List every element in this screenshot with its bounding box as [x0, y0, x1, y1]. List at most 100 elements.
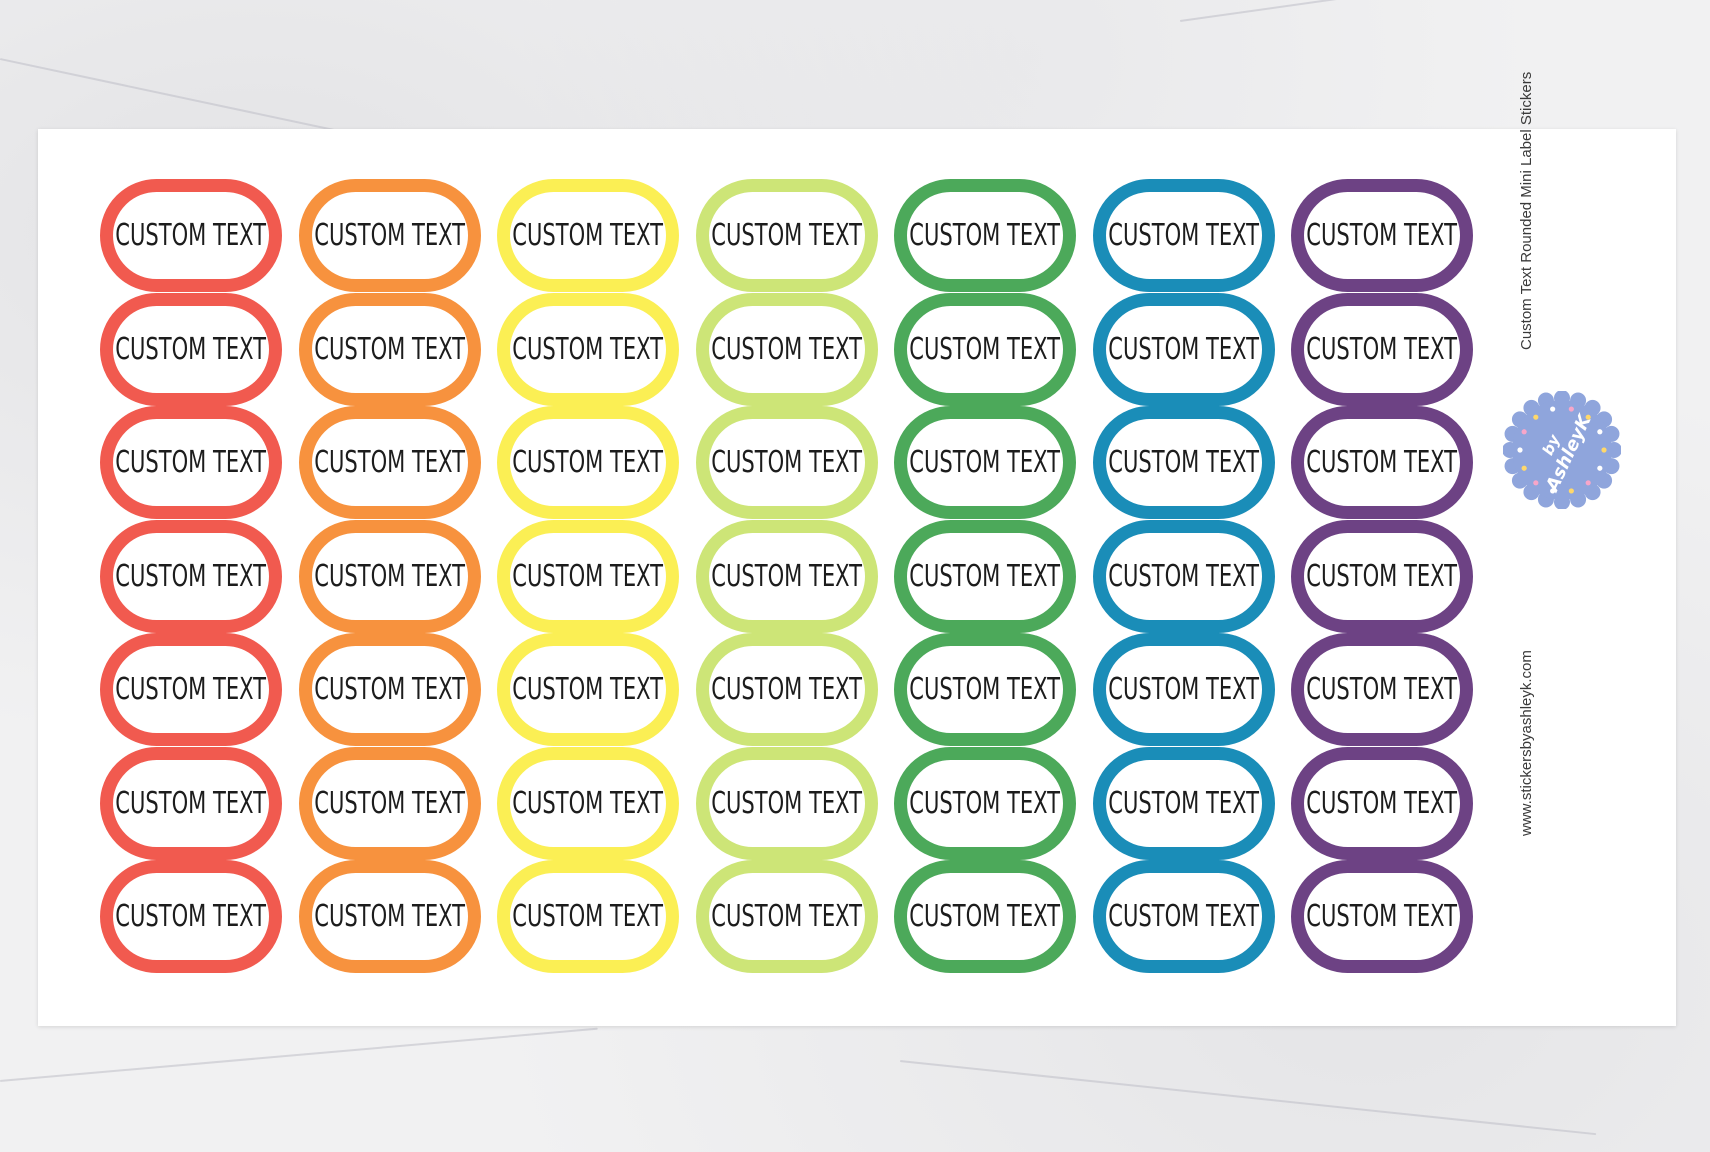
label-sticker: CUSTOM TEXT — [100, 406, 282, 519]
sticker-text: CUSTOM TEXT — [711, 899, 862, 934]
sticker-text: CUSTOM TEXT — [711, 331, 862, 367]
label-sticker: CUSTOM TEXT — [894, 519, 1076, 633]
label-sticker: CUSTOM TEXT — [1291, 406, 1473, 519]
label-sticker: CUSTOM TEXT — [1092, 746, 1275, 860]
label-sticker: CUSTOM TEXT — [894, 406, 1076, 519]
sticker-text: CUSTOM TEXT — [711, 558, 862, 594]
label-sticker: CUSTOM TEXT — [100, 633, 282, 746]
label-sticker: CUSTOM TEXT — [695, 633, 878, 746]
sticker-text: CUSTOM TEXT — [1108, 899, 1259, 934]
sticker-text: CUSTOM TEXT — [512, 558, 664, 594]
label-sticker: CUSTOM TEXT — [1291, 746, 1473, 860]
label-sticker: CUSTOM TEXT — [497, 406, 679, 519]
label-sticker: CUSTOM TEXT — [1092, 519, 1275, 633]
sticker-text: CUSTOM TEXT — [1108, 558, 1259, 594]
label-sticker: CUSTOM TEXT — [298, 633, 481, 746]
sticker-text: CUSTOM TEXT — [314, 331, 465, 367]
label-sticker: CUSTOM TEXT — [100, 746, 282, 860]
sticker-text: CUSTOM TEXT — [115, 785, 267, 821]
sticker-text: CUSTOM TEXT — [115, 558, 267, 594]
sticker-text: CUSTOM TEXT — [314, 218, 465, 253]
label-sticker: CUSTOM TEXT — [695, 860, 878, 973]
sticker-text: CUSTOM TEXT — [115, 445, 267, 480]
label-sticker: CUSTOM TEXT — [100, 292, 282, 406]
sticker-text: CUSTOM TEXT — [1108, 672, 1259, 707]
label-sticker: CUSTOM TEXT — [298, 406, 481, 519]
sticker-text: CUSTOM TEXT — [1108, 218, 1259, 253]
sticker-text: CUSTOM TEXT — [909, 672, 1061, 707]
sticker-text: CUSTOM TEXT — [1306, 558, 1458, 594]
sticker-text: CUSTOM TEXT — [1108, 785, 1259, 821]
sticker-text: CUSTOM TEXT — [909, 558, 1061, 594]
label-sticker: CUSTOM TEXT — [1092, 633, 1275, 746]
sticker-text: CUSTOM TEXT — [1306, 445, 1458, 480]
sticker-text: CUSTOM TEXT — [512, 672, 664, 707]
label-sticker: CUSTOM TEXT — [100, 519, 282, 633]
sticker-text: CUSTOM TEXT — [314, 672, 465, 707]
sticker-text: CUSTOM TEXT — [909, 331, 1061, 367]
sticker-text: CUSTOM TEXT — [314, 899, 465, 934]
label-sticker: CUSTOM TEXT — [894, 633, 1076, 746]
label-sticker: CUSTOM TEXT — [1291, 179, 1473, 292]
sheet-title: Custom Text Rounded Mini Label Stickers — [1518, 71, 1535, 350]
sticker-text: CUSTOM TEXT — [1306, 899, 1458, 934]
sticker-text: CUSTOM TEXT — [115, 899, 267, 934]
marble-vein — [899, 1060, 1597, 1136]
label-sticker: CUSTOM TEXT — [298, 519, 481, 633]
sticker-text: CUSTOM TEXT — [909, 218, 1061, 253]
label-sticker: CUSTOM TEXT — [298, 746, 481, 860]
label-sticker: CUSTOM TEXT — [497, 633, 679, 746]
label-sticker: CUSTOM TEXT — [894, 292, 1076, 406]
sticker-text: CUSTOM TEXT — [1306, 218, 1458, 253]
sticker-grid: CUSTOM TEXT CUSTOM TEXT CUSTOM TEXT CUSTOM … — [100, 179, 1473, 974]
sticker-text: CUSTOM TEXT — [711, 785, 862, 821]
marble-vein — [0, 1027, 598, 1082]
label-sticker: CUSTOM TEXT — [695, 519, 878, 633]
label-sticker: CUSTOM TEXT — [1291, 860, 1473, 973]
label-sticker: CUSTOM TEXT — [497, 746, 679, 860]
label-sticker: CUSTOM TEXT — [695, 746, 878, 860]
label-sticker: CUSTOM TEXT — [894, 179, 1076, 292]
label-sticker: CUSTOM TEXT — [1092, 406, 1275, 519]
label-sticker: CUSTOM TEXT — [298, 860, 481, 973]
label-sticker: CUSTOM TEXT — [497, 292, 679, 406]
label-sticker: CUSTOM TEXT — [1092, 179, 1275, 292]
sticker-text: CUSTOM TEXT — [1108, 445, 1259, 480]
label-sticker: CUSTOM TEXT — [497, 860, 679, 973]
label-sticker: CUSTOM TEXT — [100, 179, 282, 292]
sticker-text: CUSTOM TEXT — [512, 785, 664, 821]
label-sticker: CUSTOM TEXT — [497, 519, 679, 633]
label-sticker: CUSTOM TEXT — [1291, 633, 1473, 746]
sticker-text: CUSTOM TEXT — [314, 785, 465, 821]
sticker-text: CUSTOM TEXT — [115, 218, 267, 253]
sticker-text: CUSTOM TEXT — [909, 445, 1061, 480]
sticker-text: CUSTOM TEXT — [1108, 331, 1259, 367]
brand-logo: by AshleyK — [1503, 391, 1621, 509]
sticker-text: CUSTOM TEXT — [711, 445, 862, 480]
label-sticker: CUSTOM TEXT — [497, 179, 679, 292]
sticker-text: CUSTOM TEXT — [512, 899, 664, 934]
label-sticker: CUSTOM TEXT — [100, 860, 282, 973]
label-sticker: CUSTOM TEXT — [1291, 519, 1473, 633]
sticker-text: CUSTOM TEXT — [512, 445, 664, 480]
sticker-text: CUSTOM TEXT — [115, 331, 267, 367]
sticker-text: CUSTOM TEXT — [1306, 785, 1458, 821]
label-sticker: CUSTOM TEXT — [894, 860, 1076, 973]
label-sticker: CUSTOM TEXT — [894, 746, 1076, 860]
sticker-text: CUSTOM TEXT — [314, 558, 465, 594]
sticker-sheet: CUSTOM TEXT CUSTOM TEXT CUSTOM TEXT CUSTOM … — [38, 129, 1676, 1026]
label-sticker: CUSTOM TEXT — [695, 292, 878, 406]
label-sticker: CUSTOM TEXT — [1092, 292, 1275, 406]
sticker-text: CUSTOM TEXT — [314, 445, 465, 480]
sticker-text: CUSTOM TEXT — [1306, 672, 1458, 707]
sticker-text: CUSTOM TEXT — [512, 218, 664, 253]
label-sticker: CUSTOM TEXT — [695, 406, 878, 519]
sticker-text: CUSTOM TEXT — [1306, 331, 1458, 367]
sticker-text: CUSTOM TEXT — [909, 785, 1061, 821]
sticker-text: CUSTOM TEXT — [512, 331, 664, 367]
sticker-text: CUSTOM TEXT — [115, 672, 267, 707]
label-sticker: CUSTOM TEXT — [298, 292, 481, 406]
marble-vein — [1179, 0, 1696, 22]
label-sticker: CUSTOM TEXT — [298, 179, 481, 292]
label-sticker: CUSTOM TEXT — [1092, 860, 1275, 973]
